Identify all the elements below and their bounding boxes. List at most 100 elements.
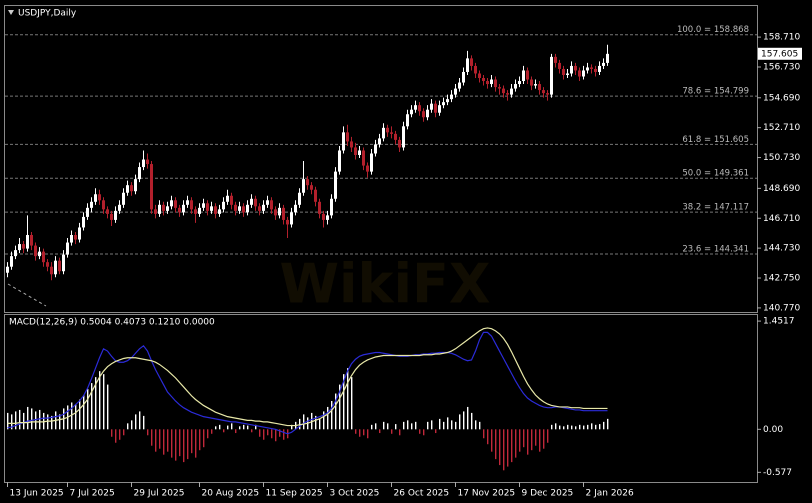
macd-bar xyxy=(455,421,457,430)
candle-body xyxy=(490,79,493,85)
fib-label: 61.8 = 151.605 xyxy=(682,135,749,145)
candle-body xyxy=(178,207,181,213)
candle-body xyxy=(470,58,473,66)
candle-body xyxy=(590,67,593,69)
candle-body xyxy=(366,165,369,172)
candle-body xyxy=(454,88,457,95)
candle-body xyxy=(214,206,217,214)
macd-bar xyxy=(503,429,505,471)
macd-bar xyxy=(7,412,9,430)
macd-bar xyxy=(323,411,325,430)
macd-bar xyxy=(467,406,469,430)
candle-body xyxy=(562,68,565,75)
candle-body xyxy=(162,204,165,211)
macd-bar xyxy=(127,423,129,430)
macd-bar xyxy=(439,418,441,430)
x-tick-label: 13 Jun 2025 xyxy=(10,489,64,499)
x-tick-label: 11 Sep 2025 xyxy=(266,489,323,499)
price-panel-frame xyxy=(4,5,758,313)
macd-bar xyxy=(487,429,489,445)
macd-bar xyxy=(327,406,329,430)
candle-body xyxy=(266,200,269,205)
candle-body xyxy=(534,84,537,86)
candle-body xyxy=(22,244,25,249)
decor-line xyxy=(7,283,47,307)
macd-bar xyxy=(19,409,21,430)
fib-label: 78.6 = 154.799 xyxy=(682,87,749,97)
macd-bar xyxy=(483,429,485,439)
macd-bar xyxy=(539,429,541,452)
macd-bar xyxy=(471,412,473,430)
candle-body xyxy=(450,94,453,100)
macd-bar xyxy=(527,429,529,455)
candle-body xyxy=(126,185,129,193)
candle-body xyxy=(94,194,97,202)
candle-body xyxy=(110,213,113,220)
candle-body xyxy=(478,73,481,79)
candle-body xyxy=(202,203,205,208)
macd-bar xyxy=(23,412,25,430)
macd-bar xyxy=(47,414,49,430)
macd-bar xyxy=(199,429,201,451)
candle-body xyxy=(154,209,157,214)
y-tick-label: 154.690 xyxy=(763,93,800,103)
candle-body xyxy=(510,88,513,95)
macd-bar xyxy=(383,421,385,430)
macd-bar xyxy=(463,411,465,430)
macd-bar xyxy=(107,384,109,430)
candle-body xyxy=(250,198,253,205)
macd-bar xyxy=(351,377,353,430)
candle-body xyxy=(206,203,209,211)
candle-body xyxy=(354,147,357,155)
macd-bar xyxy=(215,426,217,430)
candle-body xyxy=(430,103,433,110)
plot-layer: 140.770 142.750 144.730 146.710 148.690 150.7… xyxy=(5,25,802,499)
y-tick-label: 148.690 xyxy=(763,184,800,194)
macd-bar xyxy=(123,429,125,436)
macd-bar xyxy=(435,429,437,434)
candle-body xyxy=(586,67,589,71)
y-tick-label: 156.730 xyxy=(763,62,800,72)
candle-body xyxy=(98,194,101,201)
candle-body xyxy=(82,216,85,228)
candle-body xyxy=(598,65,601,72)
y-tick-label: 150.730 xyxy=(763,153,800,163)
macd-bar xyxy=(179,429,181,457)
candle-body xyxy=(198,207,201,214)
macd-bar xyxy=(51,415,53,430)
macd-bar xyxy=(235,429,237,434)
candle-body xyxy=(262,204,265,211)
macd-title: MACD(12,26,9) 0.5004 0.4073 0.1210 0.000… xyxy=(9,318,215,328)
macd-bar xyxy=(511,429,513,463)
macd-bar xyxy=(575,426,577,430)
macd-bar xyxy=(491,429,493,452)
macd-bar xyxy=(283,429,285,440)
macd-bar xyxy=(223,429,225,433)
candle-body xyxy=(526,70,529,80)
candle-body xyxy=(310,185,313,190)
macd-bar xyxy=(431,420,433,430)
candle-body xyxy=(226,195,229,202)
candle-body xyxy=(218,209,221,214)
candle-body xyxy=(30,235,33,246)
candle-body xyxy=(546,93,549,95)
candle-body xyxy=(502,88,505,94)
candle-body xyxy=(446,99,449,103)
macd-bar xyxy=(403,421,405,430)
macd-bar xyxy=(151,429,153,446)
title-icon xyxy=(8,10,14,15)
candle-body xyxy=(26,235,29,249)
candle-body xyxy=(602,62,605,66)
macd-bar xyxy=(475,420,477,430)
candle-body xyxy=(146,159,149,165)
macd-bar xyxy=(103,374,105,430)
last-price-label: 157.605 xyxy=(761,49,798,59)
candle-body xyxy=(414,105,417,110)
macd-bar xyxy=(39,409,41,430)
candle-body xyxy=(166,206,169,211)
candle-body xyxy=(14,250,17,257)
macd-bar xyxy=(579,424,581,430)
macd-bar xyxy=(319,418,321,430)
macd-bar xyxy=(275,429,277,442)
candle-body xyxy=(346,132,349,142)
